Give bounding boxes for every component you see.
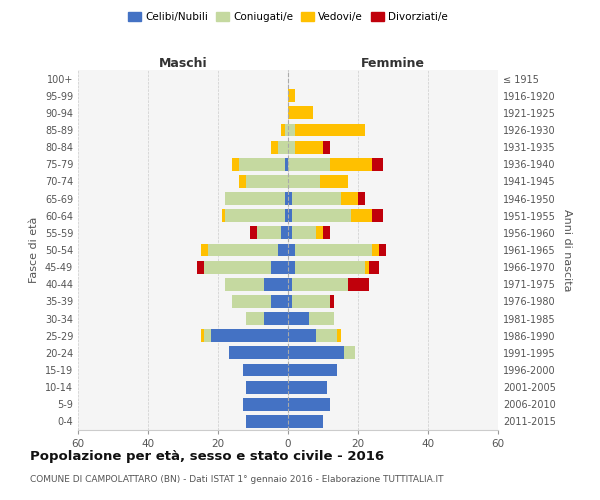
Text: Femmine: Femmine <box>361 57 425 70</box>
Bar <box>323 226 330 239</box>
Bar <box>288 244 295 256</box>
Bar <box>295 244 372 256</box>
Bar <box>292 295 330 308</box>
Bar <box>225 278 263 290</box>
Bar <box>284 210 288 222</box>
Text: COMUNE DI CAMPOLATTARO (BN) - Dati ISTAT 1° gennaio 2016 - Elaborazione TUTTITAL: COMUNE DI CAMPOLATTARO (BN) - Dati ISTAT… <box>30 475 443 484</box>
Bar <box>320 175 347 188</box>
Bar <box>288 124 295 136</box>
Bar <box>211 330 288 342</box>
Bar <box>257 226 281 239</box>
Bar <box>295 124 365 136</box>
Bar <box>271 140 277 153</box>
Y-axis label: Anni di nascita: Anni di nascita <box>562 209 572 291</box>
Bar <box>284 158 288 170</box>
Bar <box>232 158 239 170</box>
Bar <box>288 278 292 290</box>
Bar <box>295 140 323 153</box>
Bar <box>351 210 372 222</box>
Bar <box>250 226 257 239</box>
Bar <box>246 312 263 325</box>
Bar <box>309 312 334 325</box>
Bar <box>344 346 355 360</box>
Bar <box>204 260 271 274</box>
Bar <box>288 330 316 342</box>
Bar <box>200 244 208 256</box>
Y-axis label: Fasce di età: Fasce di età <box>29 217 39 283</box>
Bar <box>200 330 204 342</box>
Bar <box>288 140 295 153</box>
Bar <box>341 192 358 205</box>
Bar <box>288 175 320 188</box>
Bar <box>288 415 323 428</box>
Bar <box>288 380 326 394</box>
Bar <box>242 398 288 410</box>
Bar <box>372 244 379 256</box>
Bar <box>292 278 347 290</box>
Bar <box>292 210 351 222</box>
Bar <box>372 158 383 170</box>
Bar <box>337 330 341 342</box>
Bar <box>372 210 383 222</box>
Bar <box>288 158 330 170</box>
Bar <box>292 226 316 239</box>
Bar <box>288 312 309 325</box>
Bar <box>246 380 288 394</box>
Bar <box>368 260 379 274</box>
Bar <box>232 295 271 308</box>
Bar <box>292 192 341 205</box>
Text: Popolazione per età, sesso e stato civile - 2016: Popolazione per età, sesso e stato civil… <box>30 450 384 463</box>
Bar <box>284 192 288 205</box>
Bar <box>365 260 368 274</box>
Bar <box>281 226 288 239</box>
Bar <box>316 226 323 239</box>
Text: Maschi: Maschi <box>158 57 208 70</box>
Bar <box>288 260 295 274</box>
Bar <box>204 330 211 342</box>
Bar <box>347 278 368 290</box>
Bar <box>330 295 334 308</box>
Bar <box>263 312 288 325</box>
Bar <box>358 192 365 205</box>
Bar <box>330 158 372 170</box>
Bar <box>288 364 337 376</box>
Bar <box>277 140 288 153</box>
Bar <box>208 244 277 256</box>
Bar <box>281 124 284 136</box>
Bar <box>263 278 288 290</box>
Bar <box>271 260 288 274</box>
Bar <box>221 210 225 222</box>
Bar <box>288 192 292 205</box>
Bar <box>288 346 344 360</box>
Bar <box>242 364 288 376</box>
Bar <box>288 90 295 102</box>
Bar <box>288 106 313 120</box>
Bar <box>229 346 288 360</box>
Bar <box>295 260 365 274</box>
Bar <box>246 415 288 428</box>
Bar <box>288 210 292 222</box>
Bar <box>197 260 204 274</box>
Bar <box>288 295 292 308</box>
Bar <box>284 124 288 136</box>
Bar <box>316 330 337 342</box>
Bar <box>323 140 330 153</box>
Bar <box>246 175 288 188</box>
Bar <box>288 398 330 410</box>
Bar <box>277 244 288 256</box>
Bar <box>225 192 284 205</box>
Bar <box>288 226 292 239</box>
Bar <box>379 244 386 256</box>
Bar <box>271 295 288 308</box>
Legend: Celibi/Nubili, Coniugati/e, Vedovi/e, Divorziati/e: Celibi/Nubili, Coniugati/e, Vedovi/e, Di… <box>124 8 452 26</box>
Bar <box>239 158 284 170</box>
Bar <box>239 175 246 188</box>
Bar <box>225 210 284 222</box>
